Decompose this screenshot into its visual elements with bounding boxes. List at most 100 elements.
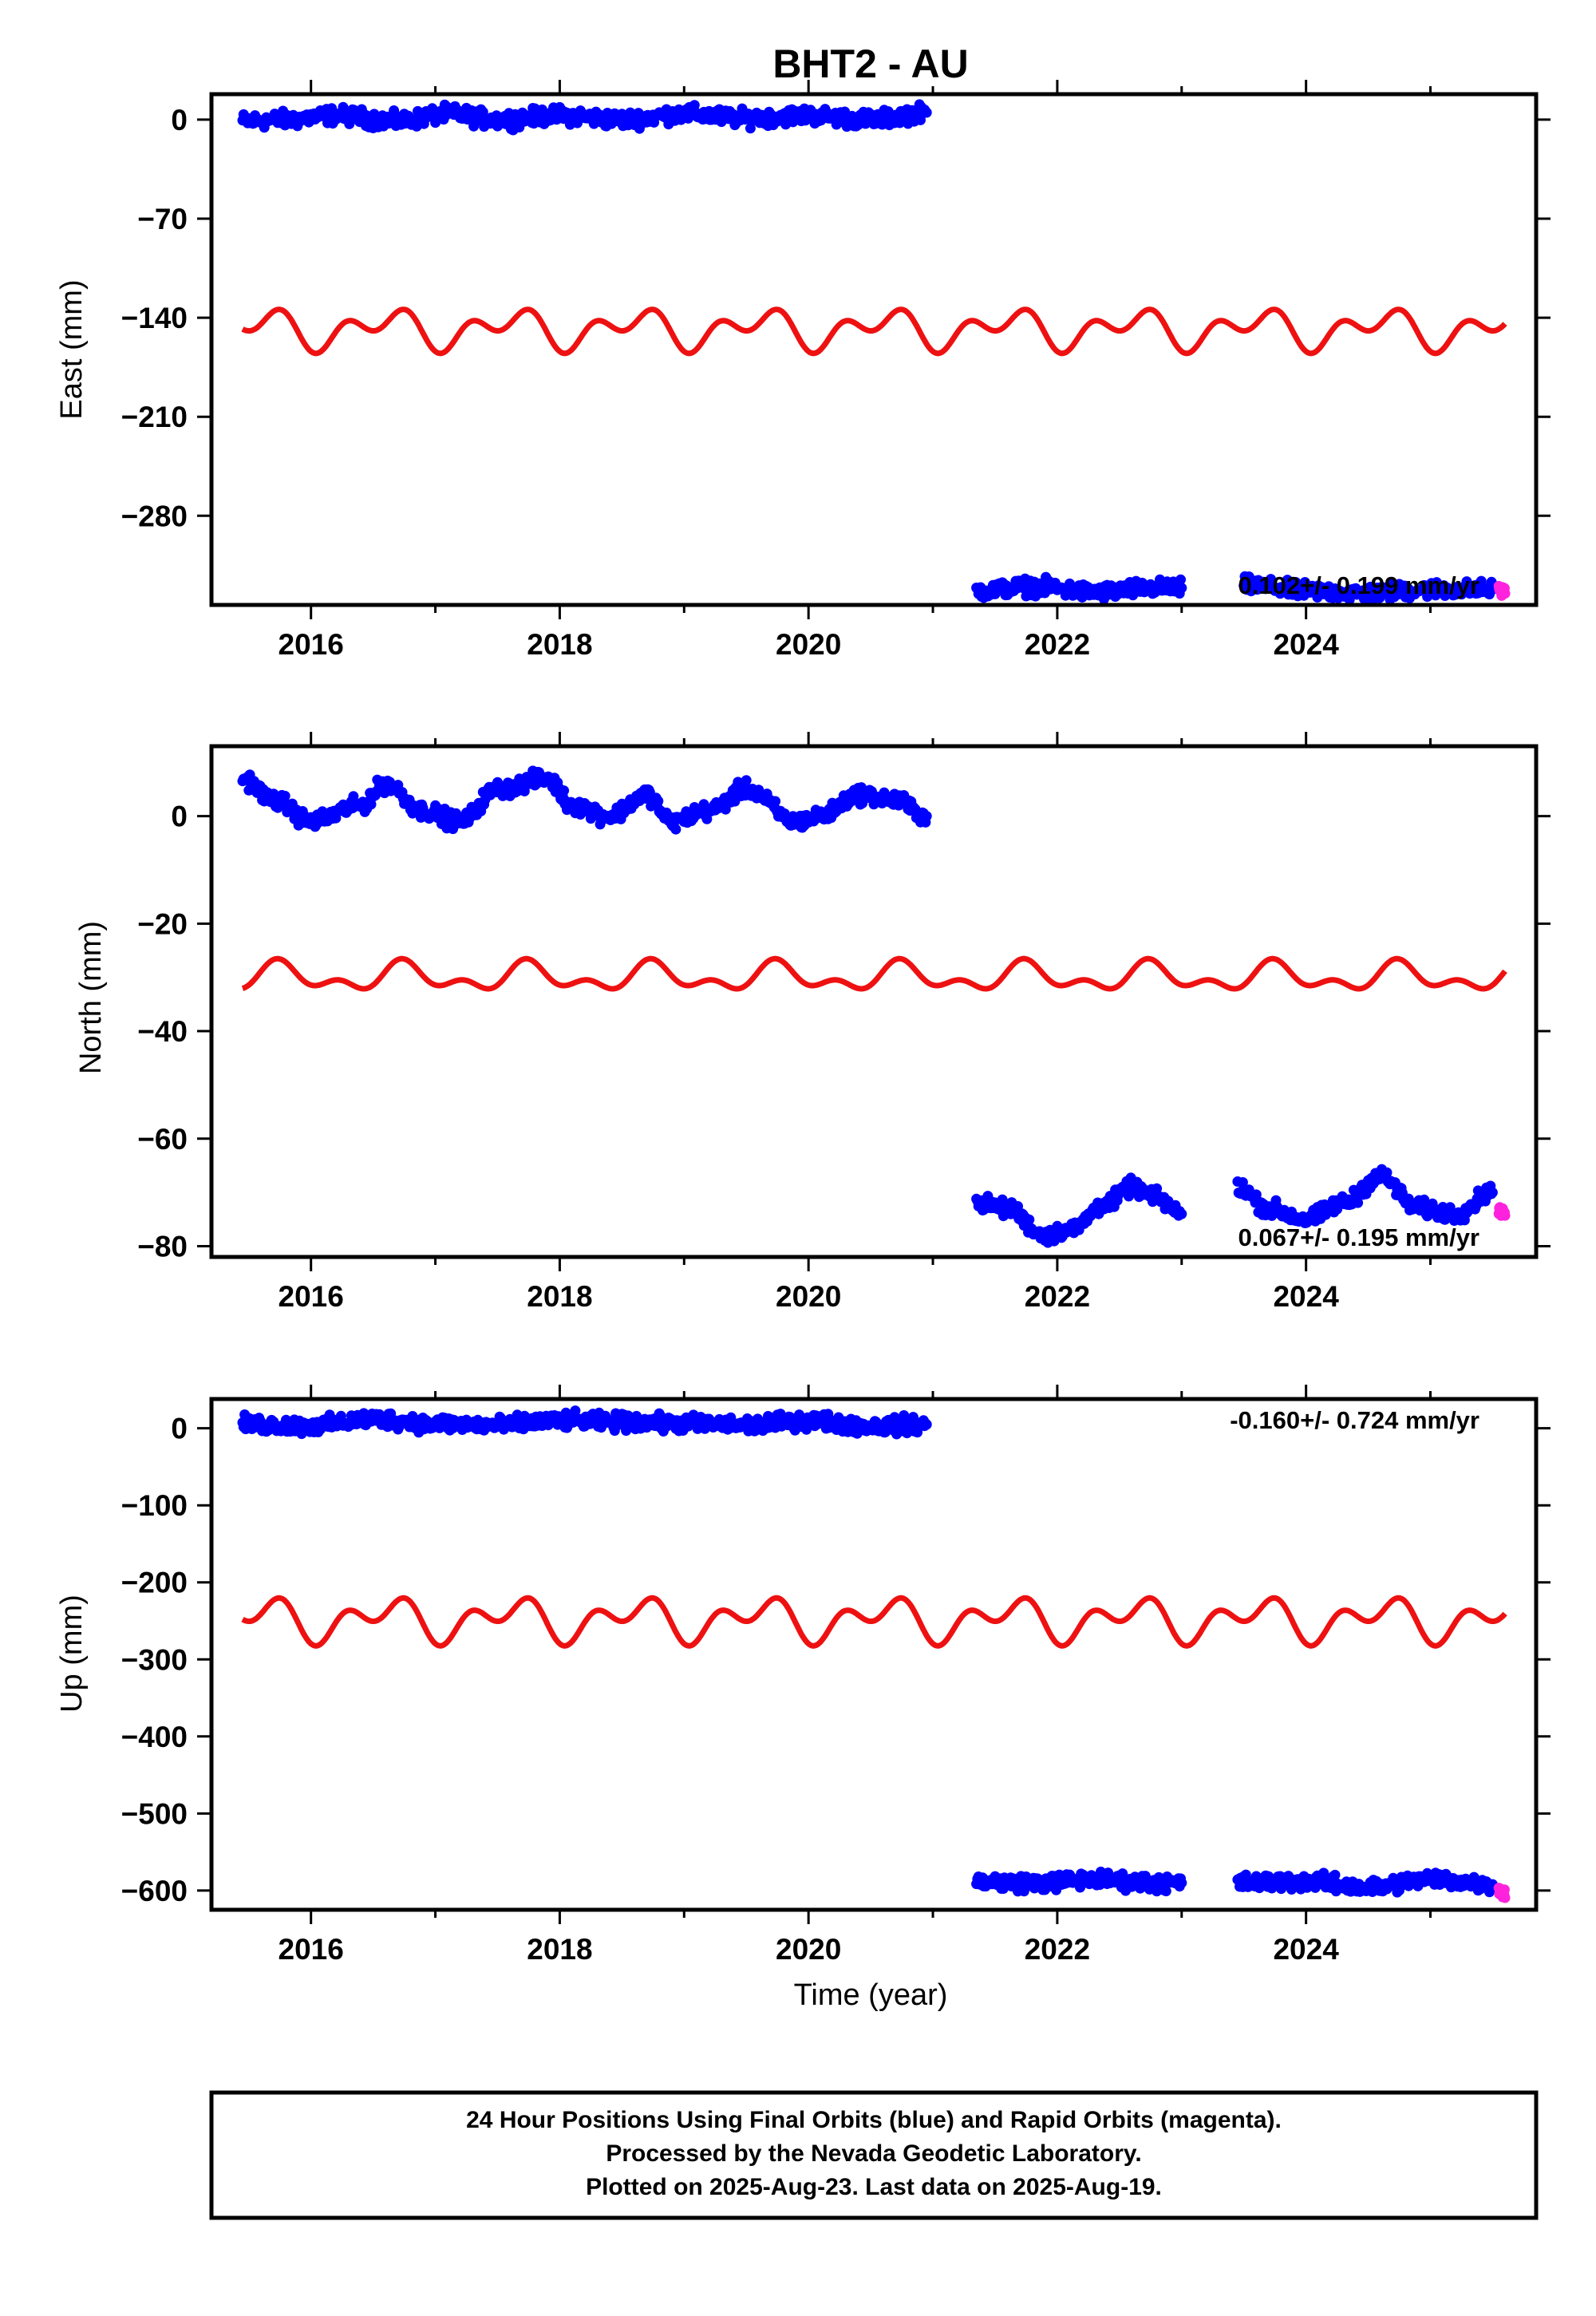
final-orbit-point	[745, 123, 756, 134]
up-plot-area: 2016 2018 2020 2022 2024 0 −100 −200 −300 −400 −50…	[121, 1385, 1551, 1966]
model-curve	[241, 955, 1507, 992]
chart-title: BHT2 - AU	[772, 41, 968, 86]
final-orbit-point	[477, 106, 488, 117]
final-orbit-point	[348, 791, 359, 802]
x-tick-label: 2018	[527, 628, 592, 661]
up-panel: 2016 2018 2020 2022 2024 0 −100 −200 −300 −400 −50…	[55, 1385, 1551, 2012]
final-orbit-series	[1232, 1867, 1498, 1898]
final-orbit-series	[971, 571, 1187, 605]
final-orbit-point	[770, 796, 781, 807]
x-tick-label: 2022	[1025, 1280, 1090, 1313]
final-orbit-series	[237, 99, 932, 136]
east-y-axis-label: East (mm)	[55, 279, 89, 419]
y-tick-label: −500	[121, 1797, 188, 1830]
footer-box: 24 Hour Positions Using Final Orbits (bl…	[209, 2090, 1539, 2220]
x-axis-label: Time (year)	[794, 1978, 948, 2012]
x-tick-label: 2024	[1273, 628, 1339, 661]
y-tick-label: −280	[121, 500, 188, 532]
x-tick-label: 2024	[1273, 1933, 1339, 1966]
y-tick-label: 0	[171, 800, 188, 833]
y-tick-label: −140	[121, 302, 188, 334]
rapid-orbit-series	[1493, 1202, 1511, 1221]
x-tick-label: 2018	[527, 1280, 592, 1313]
y-tick-label: 0	[171, 104, 188, 136]
final-orbit-series	[237, 765, 932, 835]
rapid-orbit-series	[1493, 1883, 1511, 1903]
y-tick-label: −80	[137, 1231, 188, 1263]
final-orbit-series	[237, 1405, 932, 1440]
final-orbit-point	[1329, 1869, 1341, 1880]
y-tick-label: −100	[121, 1489, 188, 1522]
final-orbit-series	[971, 1866, 1187, 1897]
final-orbit-point	[1381, 1167, 1393, 1178]
north-panel: 2016 2018 2020 2022 2024 0 −20 −40 −60 −80 North …	[74, 732, 1551, 1313]
y-tick-label: −40	[137, 1015, 188, 1048]
x-tick-label: 2016	[279, 628, 344, 661]
plot-marks	[237, 1405, 1511, 1903]
model-curve	[241, 1595, 1507, 1649]
y-tick-label: −210	[121, 401, 188, 433]
final-orbit-point	[653, 796, 664, 807]
plot-frame	[209, 744, 1539, 1259]
y-tick-label: −70	[137, 203, 188, 235]
final-orbit-point	[921, 1419, 932, 1430]
x-tick-label: 2022	[1025, 1933, 1090, 1966]
final-orbit-point	[1160, 1886, 1171, 1897]
rapid-orbit-point	[1499, 1210, 1511, 1221]
final-orbit-point	[921, 811, 932, 822]
final-orbit-series	[1238, 571, 1498, 605]
east-plot-area: 2016 2018 2020 2022 2024 0 −70 −140 −210 −280	[121, 80, 1551, 661]
plot-frame	[209, 92, 1539, 607]
final-orbit-point	[1176, 1877, 1187, 1888]
x-tick-label: 2024	[1273, 1280, 1339, 1313]
y-tick-label: −600	[121, 1875, 188, 1907]
x-tick-label: 2020	[776, 1933, 841, 1966]
final-orbit-point	[365, 799, 377, 810]
final-orbit-point	[921, 107, 932, 118]
y-tick-label: −60	[137, 1123, 188, 1156]
rapid-orbit-point	[1499, 1884, 1510, 1895]
rapid-orbit-point	[1499, 588, 1511, 599]
plot-frame	[209, 1397, 1539, 1912]
final-orbit-point	[1266, 574, 1276, 585]
rapid-orbit-series	[1493, 580, 1511, 601]
final-orbit-point	[1487, 1187, 1498, 1198]
plot-marks	[237, 765, 1511, 1248]
y-tick-label: −200	[121, 1567, 188, 1599]
north-plot-area: 2016 2018 2020 2022 2024 0 −20 −40 −60 −80	[137, 732, 1551, 1313]
y-tick-label: 0	[171, 1413, 188, 1445]
final-orbit-point	[559, 785, 570, 796]
final-orbit-series	[1232, 1164, 1498, 1228]
east-rate-label: 0.102+/- 0.199 mm/yr	[1238, 571, 1479, 599]
final-orbit-point	[823, 1409, 834, 1420]
y-tick-label: −400	[121, 1721, 188, 1753]
plot-marks	[237, 99, 1511, 605]
final-orbit-point	[1318, 1867, 1329, 1879]
x-tick-label: 2018	[527, 1933, 592, 1966]
x-tick-label: 2016	[279, 1933, 344, 1966]
x-tick-label: 2016	[279, 1280, 344, 1313]
final-orbit-point	[1176, 1208, 1187, 1219]
y-tick-label: −300	[121, 1643, 188, 1676]
final-orbit-series	[971, 1172, 1187, 1248]
footer-line-2: Processed by the Nevada Geodetic Laborat…	[606, 2140, 1141, 2167]
footer-frame	[209, 2090, 1539, 2220]
model-curve	[241, 306, 1507, 357]
north-y-axis-label: North (mm)	[74, 921, 108, 1074]
up-y-axis-label: Up (mm)	[55, 1595, 89, 1713]
y-tick-label: −20	[137, 907, 188, 940]
final-orbit-point	[1175, 574, 1186, 585]
final-orbit-point	[1117, 1868, 1128, 1879]
final-orbit-point	[1024, 1214, 1035, 1225]
footer-line-3: Plotted on 2025-Aug-23. Last data on 202…	[586, 2174, 1162, 2200]
rapid-orbit-point	[1499, 1892, 1511, 1903]
up-rate-label: -0.160+/- 0.724 mm/yr	[1230, 1406, 1479, 1434]
final-orbit-point	[1353, 1197, 1364, 1208]
final-orbit-point	[570, 1405, 581, 1417]
east-panel: 2016 2018 2020 2022 2024 0 −70 −140 −210 −280 Eas…	[55, 80, 1551, 661]
final-orbit-point	[279, 790, 290, 801]
footer-line-1: 24 Hour Positions Using Final Orbits (bl…	[466, 2107, 1282, 2133]
x-tick-label: 2022	[1025, 628, 1090, 661]
final-orbit-point	[670, 824, 681, 835]
